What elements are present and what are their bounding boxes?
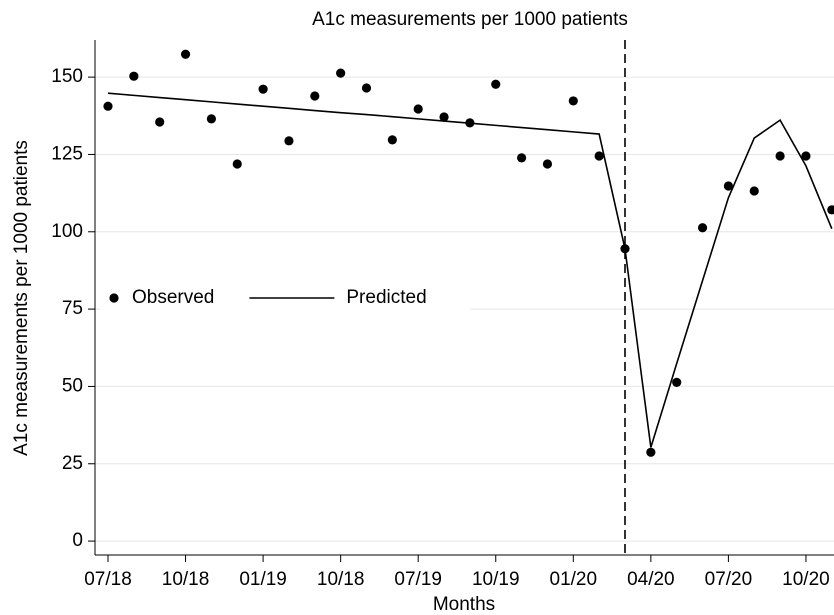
- observed-point: [180, 49, 191, 59]
- x-axis-title: Months: [433, 594, 495, 615]
- legend-label: Observed: [132, 287, 214, 308]
- observed-point: [258, 84, 268, 94]
- x-tick-label: 07/20: [705, 569, 753, 590]
- observed-point: [387, 135, 397, 145]
- observed-point: [491, 79, 501, 89]
- y-tick-label: 50: [62, 375, 83, 396]
- observed-point: [775, 151, 785, 161]
- observed-point: [336, 68, 346, 78]
- observed-point: [697, 223, 708, 233]
- observed-point: [672, 377, 682, 388]
- observed-point: [232, 159, 242, 169]
- y-tick-label: 75: [62, 298, 83, 319]
- x-tick-label: 10/18: [317, 569, 365, 590]
- legend-label: Predicted: [346, 287, 426, 308]
- y-tick-label: 125: [51, 143, 83, 164]
- observed-point: [206, 114, 216, 124]
- observed-point: [284, 136, 294, 146]
- observed-point: [439, 112, 449, 122]
- observed-point: [413, 104, 423, 114]
- x-tick-label: 04/20: [627, 569, 675, 590]
- y-axis-title: A1c measurements per 1000 patients: [11, 140, 32, 456]
- predicted-line: [107, 92, 833, 448]
- legend-marker: [109, 293, 119, 303]
- x-tick-label: 10/19: [472, 569, 520, 590]
- observed-point: [129, 71, 139, 81]
- observed-point: [103, 101, 113, 111]
- observed-point: [594, 151, 604, 161]
- y-tick-label: 0: [72, 530, 83, 551]
- x-tick-label: 01/19: [239, 569, 287, 590]
- observed-point: [749, 186, 759, 196]
- x-tick-label: 07/19: [394, 569, 442, 590]
- x-tick-label: 07/18: [84, 569, 132, 590]
- observed-point: [155, 117, 165, 127]
- x-tick-label: 10/20: [782, 569, 830, 590]
- chart-title: A1c measurements per 1000 patients: [312, 9, 628, 30]
- observed-point: [361, 83, 372, 93]
- observed-point: [801, 151, 811, 161]
- x-tick-label: 01/20: [550, 569, 598, 590]
- observed-point: [517, 153, 527, 163]
- observed-point: [827, 205, 834, 215]
- y-tick-label: 150: [51, 66, 83, 87]
- observed-point: [542, 159, 553, 169]
- observed-point: [310, 91, 320, 101]
- observed-point: [723, 181, 734, 191]
- x-tick-label: 10/18: [162, 569, 210, 590]
- observed-point: [568, 96, 578, 106]
- y-tick-label: 100: [51, 221, 83, 242]
- observed-point: [646, 447, 656, 457]
- y-tick-label: 25: [62, 453, 83, 474]
